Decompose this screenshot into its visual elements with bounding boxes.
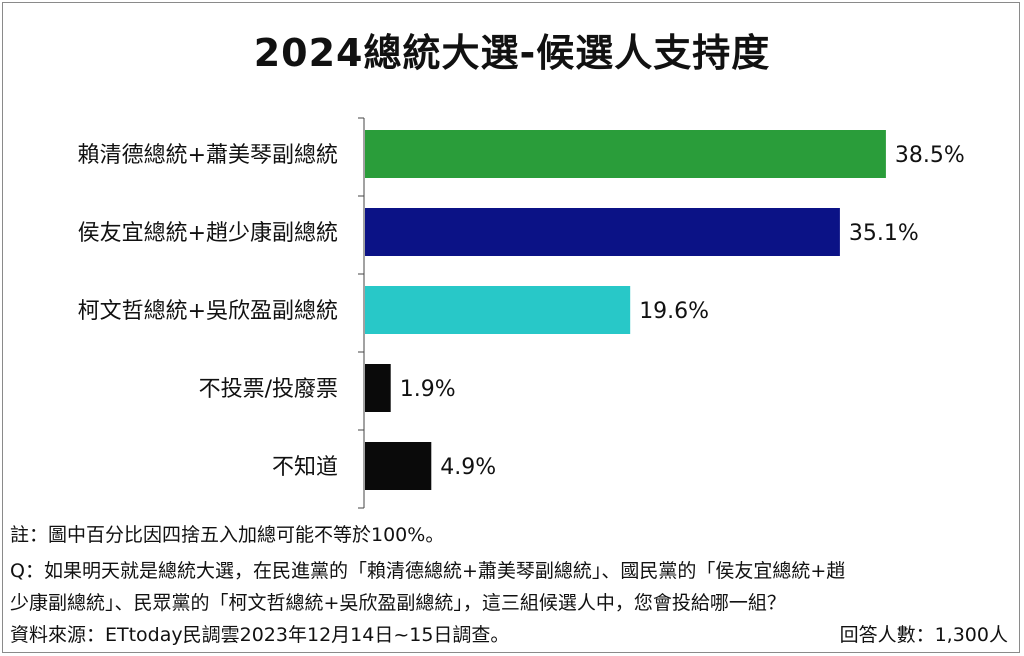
survey-question-line-2: 少康副總統」、民眾黨的「柯文哲總統+吳欣盈副總統」，這三組候選人中，您會投給哪一… (10, 592, 786, 614)
respondent-count: 回答人數：1,300人 (839, 624, 1008, 646)
category-label: 不投票/投廢票 (199, 377, 338, 402)
bar-2 (365, 208, 840, 256)
note-rounding: 註：圖中百分比因四捨五入加總可能不等於100%。 (10, 524, 445, 546)
chart-title: 2024總統大選-候選人支持度 (253, 31, 771, 75)
survey-question-line-1: Q：如果明天就是總統大選，在民進黨的「賴清德總統+蕭美琴副總統」、國民黨的「侯友… (10, 560, 846, 582)
value-label: 38.5% (895, 143, 965, 168)
bar-5 (365, 442, 432, 490)
bar-3 (365, 286, 631, 334)
value-label: 19.6% (639, 299, 709, 324)
value-label: 4.9% (440, 455, 496, 480)
bar-1 (365, 130, 886, 178)
data-source: 資料來源：ETtoday民調雲2023年12月14日~15日調查。 (10, 624, 510, 646)
category-label: 不知道 (272, 455, 338, 480)
bar-4 (365, 364, 391, 412)
footer: 資料來源：ETtoday民調雲2023年12月14日~15日調查。 回答人數：1… (10, 622, 1014, 648)
value-label: 1.9% (400, 377, 456, 402)
category-label: 侯友宜總統+趙少康副總統 (78, 221, 338, 246)
category-label: 柯文哲總統+吳欣盈副總統 (78, 299, 338, 324)
value-label: 35.1% (849, 221, 919, 246)
category-label: 賴清德總統+蕭美琴副總統 (78, 143, 338, 168)
